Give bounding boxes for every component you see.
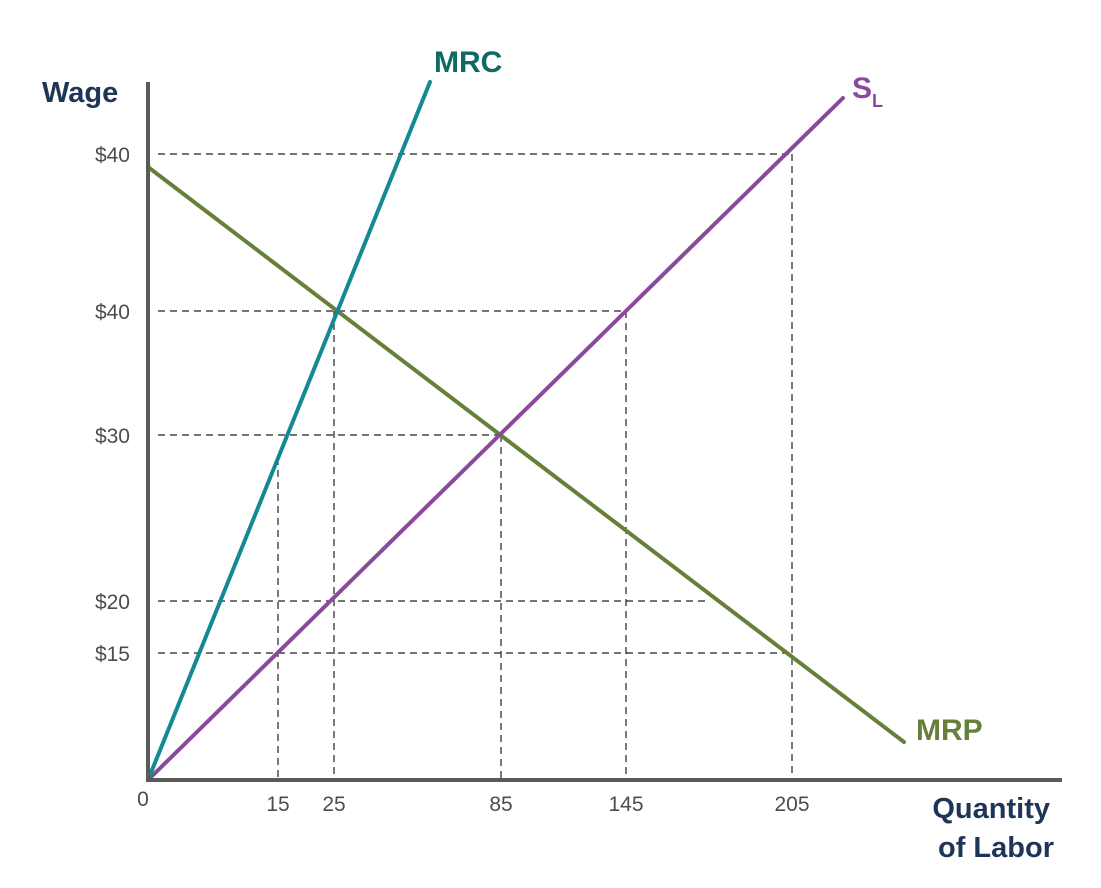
- x-tick-label-25: 25: [322, 793, 345, 816]
- x-tick-label-15: 15: [266, 793, 289, 816]
- axes: [146, 82, 1062, 782]
- s-label: SL: [852, 72, 883, 111]
- y-tick-label-w40b: $40: [95, 144, 130, 167]
- mrp-line: [146, 165, 906, 744]
- reference-lines: [158, 153, 793, 778]
- y-axis-title: Wage: [42, 77, 118, 109]
- labels: Wage Quantity of Labor 0: [42, 77, 1054, 864]
- mrc-label: MRC: [434, 46, 502, 79]
- y-tick-label-w15: $15: [95, 643, 130, 666]
- y-tick-label-w40a: $40: [95, 301, 130, 324]
- x-tick-label-205: 205: [774, 793, 809, 816]
- y-tick-label-w20: $20: [95, 591, 130, 614]
- curves: [146, 80, 906, 782]
- supply-subscript: L: [872, 91, 883, 111]
- mrc-line: [146, 80, 432, 782]
- x-tick-label-85: 85: [489, 793, 512, 816]
- supply-line: [146, 96, 845, 782]
- x-axis-title-line1: Quantity: [932, 793, 1050, 825]
- x-tick-labels: 15 25 85 145 205: [266, 793, 809, 816]
- origin-label: 0: [137, 788, 149, 811]
- mrp-label: MRP: [916, 714, 983, 747]
- curve-labels: MRC SL MRP: [434, 46, 983, 747]
- x-tick-label-145: 145: [608, 793, 643, 816]
- y-tick-label-w30: $30: [95, 425, 130, 448]
- y-tick-labels: $15 $20 $30 $40 $40: [95, 144, 130, 666]
- x-axis-title-line2: of Labor: [938, 832, 1054, 864]
